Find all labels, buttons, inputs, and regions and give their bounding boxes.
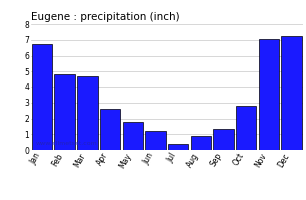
Text: Eugene : precipitation (inch): Eugene : precipitation (inch) xyxy=(31,12,179,22)
Bar xyxy=(282,36,302,150)
Bar xyxy=(145,131,166,150)
Bar xyxy=(122,122,143,150)
Bar xyxy=(54,74,75,150)
Bar xyxy=(77,76,98,150)
Bar xyxy=(236,106,256,150)
Bar xyxy=(191,136,211,150)
Bar xyxy=(259,39,279,150)
Bar xyxy=(32,44,52,150)
Bar xyxy=(213,129,234,150)
Bar xyxy=(168,144,188,150)
Bar xyxy=(100,109,120,150)
Text: www.allmetsat.com: www.allmetsat.com xyxy=(36,141,98,146)
